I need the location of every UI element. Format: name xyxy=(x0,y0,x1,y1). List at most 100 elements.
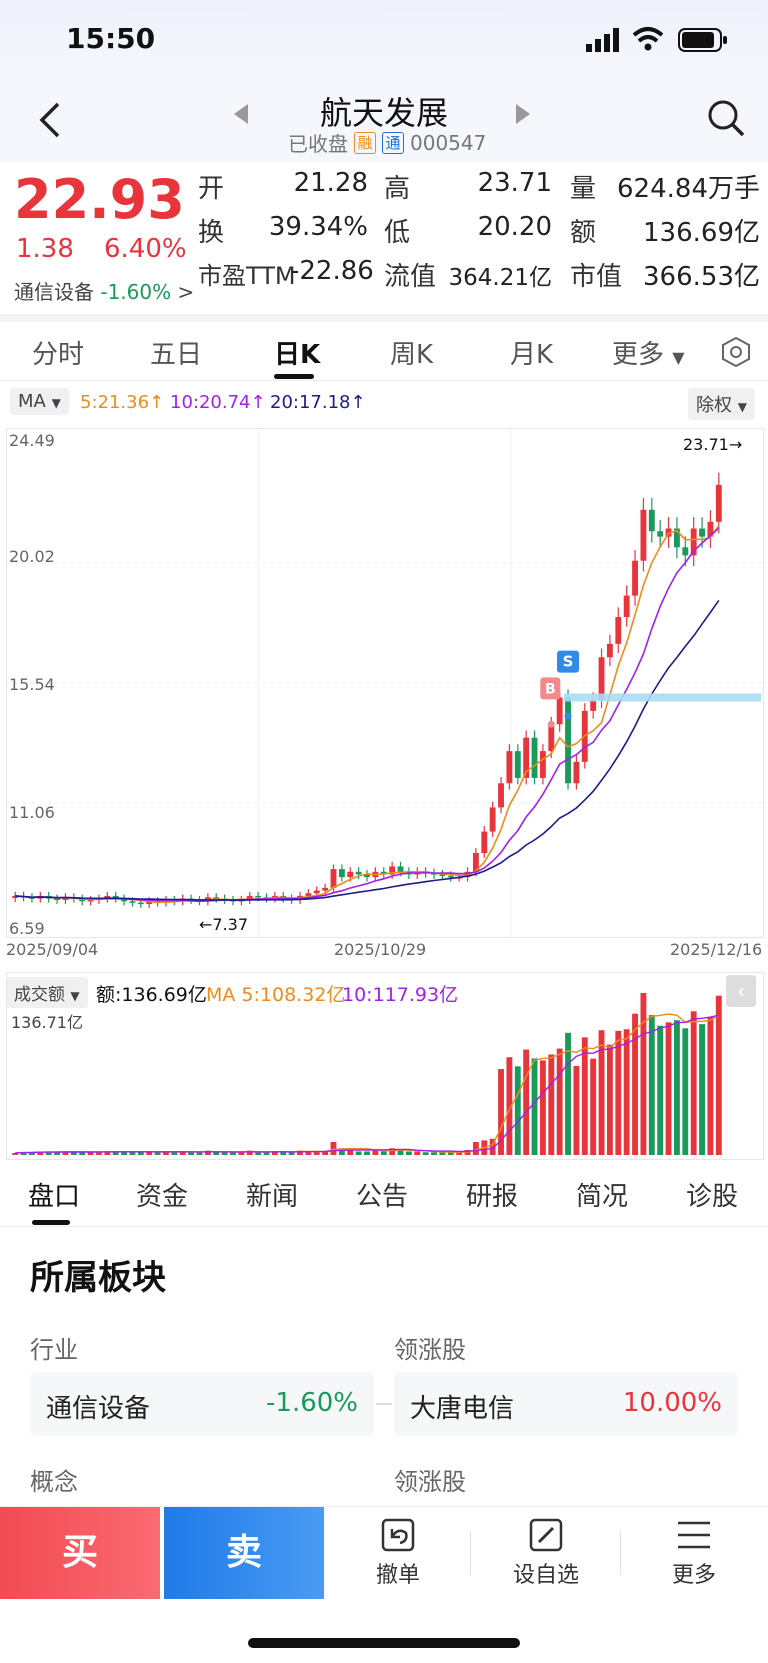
tab-daily-k[interactable]: 日K xyxy=(274,340,321,370)
candle-body xyxy=(531,737,538,778)
float-label: 流值 xyxy=(384,262,437,292)
turnover-label: 换 xyxy=(198,218,225,248)
volume-bar xyxy=(673,1020,680,1155)
signal-dot xyxy=(564,712,572,720)
next-stock-button[interactable] xyxy=(516,104,530,124)
volume-bar xyxy=(112,1151,119,1155)
volume-bar xyxy=(498,1069,504,1155)
x-label: 2025/12/16 xyxy=(670,940,763,959)
industry-name: 通信设备 xyxy=(14,280,94,304)
candle-body xyxy=(305,893,312,896)
sell-button[interactable]: 卖 xyxy=(164,1507,324,1599)
volume-bar xyxy=(288,1152,295,1155)
tab-news[interactable]: 新闻 xyxy=(246,1182,299,1212)
cancel-order-button[interactable]: 撤单 xyxy=(338,1517,458,1589)
volume-bar xyxy=(238,1152,245,1155)
vol-value: 624.84万手 xyxy=(617,174,760,204)
y-tick: 20.02 xyxy=(9,547,55,566)
volume-bar xyxy=(573,1065,580,1155)
volume-bar xyxy=(62,1151,69,1155)
dropdown-arrow-icon: ▼ xyxy=(70,989,80,1003)
settings-hexagon-icon[interactable] xyxy=(720,336,752,368)
tab-announcements[interactable]: 公告 xyxy=(356,1182,409,1212)
ma5-value: 5:21.36 xyxy=(80,392,150,413)
industry-link[interactable]: 通信设备 -1.60% > xyxy=(14,276,194,305)
tab-funds[interactable]: 资金 xyxy=(136,1182,189,1212)
volume-ma5: MA 5:108.32亿 xyxy=(206,984,346,1006)
prev-stock-button[interactable] xyxy=(234,104,248,124)
candle-body xyxy=(514,751,521,778)
candle-body xyxy=(87,899,94,902)
volume-max-tick: 136.71亿 xyxy=(11,1013,83,1032)
amount-label: 额 xyxy=(570,218,597,248)
buy-button[interactable]: 买 xyxy=(0,1507,160,1599)
volume-bar xyxy=(213,1152,220,1155)
volume-bar xyxy=(556,1048,563,1155)
search-button[interactable] xyxy=(706,98,746,138)
adjust-label: 除权 xyxy=(696,395,732,416)
volume-canvas xyxy=(12,993,722,1155)
volume-bar xyxy=(204,1150,211,1155)
volume-bar xyxy=(439,1152,446,1155)
signal-b-label: B xyxy=(545,681,556,697)
ma20-legend: 20:17.18↑ xyxy=(270,392,366,413)
volume-bar xyxy=(263,1152,270,1155)
volume-bar xyxy=(87,1152,94,1155)
volume-bar xyxy=(699,1024,705,1155)
candle-body xyxy=(355,871,362,875)
more-label: 更多 xyxy=(671,1563,716,1588)
dropdown-arrow-icon: ▼ xyxy=(51,396,61,410)
section-title: 所属板块 xyxy=(30,1258,166,1298)
kline-canvas: SB xyxy=(7,429,763,937)
candle-body xyxy=(590,700,597,711)
collapse-chevron-icon[interactable]: ‹ xyxy=(726,975,756,1007)
tab-order-book[interactable]: 盘口 xyxy=(28,1182,81,1212)
tab-more[interactable]: 更多 ▼ xyxy=(612,334,685,371)
volume-bar xyxy=(598,1030,605,1155)
candle-body xyxy=(606,643,613,658)
open-label: 开 xyxy=(198,174,225,204)
tab-intraday[interactable]: 分时 xyxy=(32,340,85,370)
undo-icon xyxy=(381,1518,415,1552)
detail-tabs: 盘口 资金 新闻 公告 研报 简况 诊股 xyxy=(0,1162,768,1227)
volume-bar xyxy=(129,1152,136,1155)
tab-five-day[interactable]: 五日 xyxy=(150,340,203,370)
volume-dropdown[interactable]: 成交额 ▼ xyxy=(6,977,88,1008)
industry-caption: 行业 xyxy=(30,1336,78,1364)
candle-body xyxy=(129,901,136,903)
candle-body xyxy=(598,657,605,701)
price-change-pct: 6.40% xyxy=(104,234,187,264)
amount-value: 136.69亿 xyxy=(643,218,760,248)
volume-bar xyxy=(405,1151,412,1155)
tab-research[interactable]: 研报 xyxy=(466,1182,519,1212)
candle-body xyxy=(489,807,496,832)
more-button[interactable]: 更多 xyxy=(634,1517,754,1589)
turnover-value: 39.34% xyxy=(268,212,368,242)
connect-badge: 通 xyxy=(382,131,404,154)
indicator-dropdown[interactable]: MA ▼ xyxy=(10,388,69,415)
cancel-order-label: 撤单 xyxy=(375,1563,420,1588)
tab-profile[interactable]: 简况 xyxy=(576,1182,629,1212)
tab-weekly-k[interactable]: 周K xyxy=(390,340,434,370)
volume-bar xyxy=(606,1044,613,1155)
candle-body xyxy=(657,531,664,537)
volume-bar xyxy=(539,1060,546,1155)
volume-bar xyxy=(389,1148,396,1155)
candle-body xyxy=(565,697,571,784)
leader-card-pct: 10.00% xyxy=(622,1388,722,1418)
tab-diagnosis[interactable]: 诊股 xyxy=(686,1182,739,1212)
battery-icon xyxy=(678,28,727,52)
y-tick: 24.49 xyxy=(9,431,55,450)
tab-monthly-k[interactable]: 月K xyxy=(510,340,554,370)
volume-amount: 额:136.69亿 xyxy=(96,984,207,1006)
back-button[interactable] xyxy=(34,100,74,144)
leader-card[interactable]: 大唐电信 10.00% xyxy=(394,1372,738,1436)
tab-indicator xyxy=(274,374,314,379)
volume-chart[interactable]: 136.71亿 xyxy=(6,972,764,1160)
adjust-dropdown[interactable]: 除权 ▼ xyxy=(688,388,755,420)
industry-card[interactable]: 通信设备 -1.60% xyxy=(30,1372,374,1436)
volume-bar xyxy=(347,1149,354,1155)
add-watchlist-button[interactable]: 设自选 xyxy=(486,1517,606,1589)
support-band xyxy=(564,693,761,702)
